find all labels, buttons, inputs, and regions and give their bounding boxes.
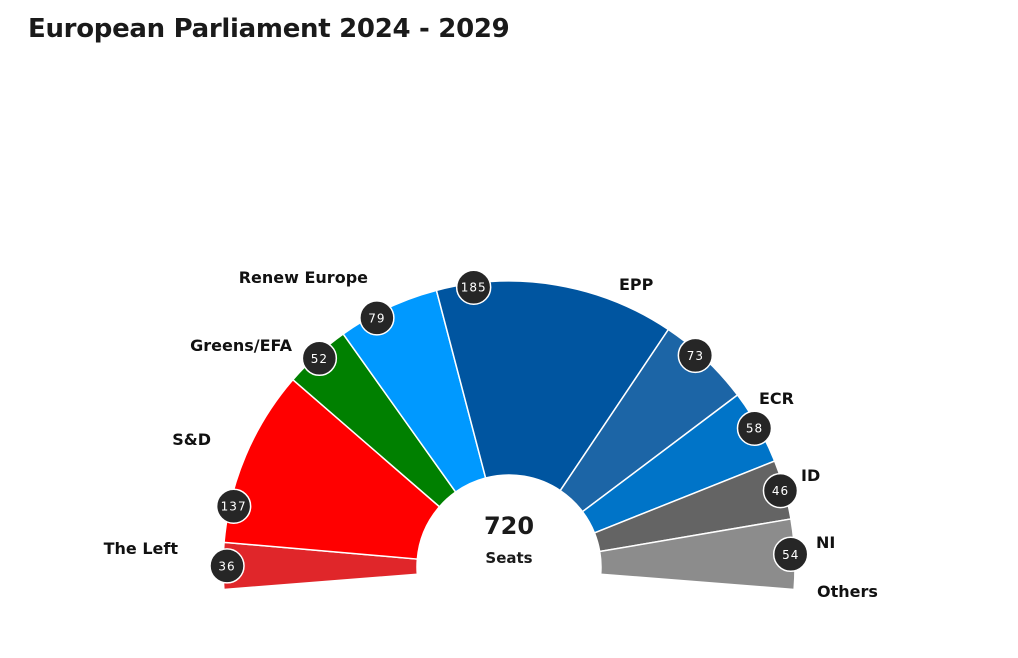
seat-count-ni: 46 — [772, 484, 789, 498]
seat-badge-the-left — [209, 548, 245, 584]
seat-badge-ecr — [677, 337, 714, 374]
seat-count-others: 54 — [782, 548, 799, 562]
seat-badge-others — [772, 536, 809, 573]
seat-badge-ni — [762, 472, 799, 509]
seat-badge-epp — [455, 269, 492, 305]
party-label-renew-europe: Renew Europe — [239, 268, 368, 287]
seat-badge-greens-efa — [301, 340, 338, 377]
seat-badge-renew-europe — [359, 300, 395, 336]
party-label-id: ID — [801, 466, 820, 485]
badges-layer: 36 137 52 79 185 73 58 46 54 — [209, 269, 809, 584]
seat-count-ecr: 73 — [687, 349, 704, 363]
labels-layer: The Left S&D Greens/EFA Renew Europe EPP ECR I… — [104, 268, 878, 601]
party-label-ecr: ECR — [759, 389, 794, 408]
seat-count-id: 58 — [746, 422, 763, 436]
party-label-the-left: The Left — [104, 539, 179, 558]
seat-count-epp: 185 — [461, 281, 487, 295]
seat-count-the-left: 36 — [218, 559, 235, 573]
total-seats-label: Seats — [485, 549, 532, 567]
party-label-others: Others — [817, 582, 878, 601]
seat-badge-id — [736, 410, 773, 446]
chart-title: European Parliament 2024 - 2029 — [28, 14, 510, 44]
seat-count-renew-europe: 79 — [368, 311, 385, 325]
segments-layer — [222, 280, 796, 591]
party-label-ni: NI — [816, 533, 835, 552]
party-label-s-d: S&D — [172, 430, 211, 449]
seat-badge-s-d — [215, 488, 252, 524]
seat-count-s-d: 137 — [221, 500, 247, 514]
seat-count-greens-efa: 52 — [311, 352, 328, 366]
segment-epp — [435, 280, 670, 492]
party-label-epp: EPP — [619, 275, 654, 294]
total-seats: 720 — [484, 512, 534, 540]
party-label-greens-efa: Greens/EFA — [190, 336, 293, 355]
